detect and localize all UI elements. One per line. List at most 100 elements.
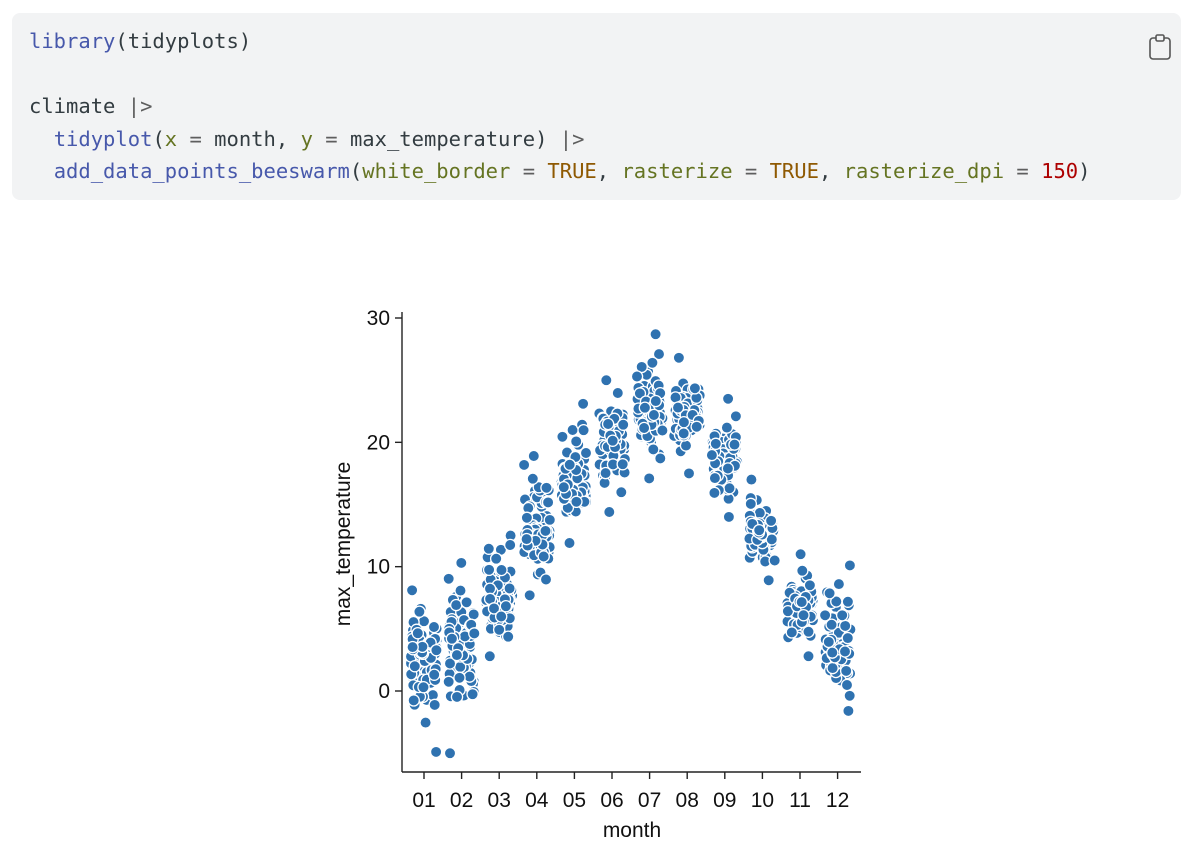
x-tick-label: 04 [525,789,549,812]
data-point [841,631,855,645]
data-point [672,351,686,365]
code-token: rasterize_dpi [843,159,1005,183]
data-point [443,746,457,760]
data-point [825,618,838,631]
code-token: (tidyplots) [115,29,252,53]
data-point [445,632,459,645]
code-token: = [510,159,548,183]
data-point [647,443,660,456]
data-point [563,536,576,550]
data-point [463,670,476,683]
data-point [483,649,497,663]
code-token: , [818,159,844,183]
data-point [842,704,855,718]
data-point [840,678,854,692]
y-axis-title: max_temperature [332,462,355,627]
data-point [835,609,849,622]
data-point [646,356,659,370]
code-token: |> [559,126,585,151]
data-point [468,627,481,640]
data-point [503,582,516,595]
data-point [517,458,531,472]
data-point [427,620,441,634]
data-point [569,435,583,448]
clipboard-icon [1149,34,1171,60]
data-point [501,630,515,643]
data-point [576,397,590,411]
data-point [579,446,593,460]
data-point [526,472,540,485]
data-point [492,623,506,637]
data-point [677,427,690,440]
x-tick-label: 12 [826,789,849,812]
x-axis-title: month [603,819,661,842]
data-point [823,587,836,600]
copy-button[interactable] [1140,27,1180,67]
data-point [453,671,466,685]
data-point [822,635,836,649]
data-point [455,556,468,570]
data-point [499,599,513,613]
code-token: = [732,159,770,183]
data-point [690,420,703,434]
data-point [752,523,766,537]
data-point [520,532,533,546]
data-point [600,373,613,387]
data-point [728,438,741,451]
data-point [637,421,651,435]
code-token: ( [349,159,363,183]
data-point [838,645,852,658]
data-point [523,589,536,602]
data-point [429,745,443,759]
data-point [417,680,430,694]
data-point [483,582,497,595]
data-point [577,423,590,437]
data-point [494,610,508,623]
code-block: library(tidyplots) climate |> tidyplot(x… [12,13,1181,200]
data-point [721,392,735,406]
data-point [503,538,517,552]
data-point [495,563,508,577]
data-point [430,643,443,657]
code-token: ( [152,126,165,151]
x-tick-label: 11 [789,789,811,812]
code-token: , [596,159,622,183]
data-point [765,533,779,546]
y-tick-label: 0 [378,680,390,703]
code-line: add_data_points_beeswarm(white_border = … [29,155,1091,188]
data-point [411,626,425,640]
data-point [460,596,473,609]
data-point [794,547,807,561]
code-token: y [300,126,313,151]
code-token: white_border [362,159,511,183]
data-point [419,716,432,729]
data-point [652,347,666,361]
data-point [843,689,856,703]
x-tick-label: 06 [600,789,623,812]
code-token: library [29,29,116,53]
code-token: = [177,126,215,151]
code-token: = [312,126,350,151]
data-point [708,471,722,485]
code-token: TRUE [547,159,597,183]
data-point [671,401,685,414]
data-point [705,448,719,462]
data-point [762,574,775,587]
code-line: tidyplot(x = month, y = max_temperature)… [29,123,1091,156]
code-token: TRUE [769,159,819,183]
data-point [482,563,496,577]
data-point [722,510,736,524]
x-tick-label: 07 [638,789,661,812]
data-point [709,437,723,451]
data-point [633,387,647,400]
code-token: month, [214,126,301,151]
data-point [527,449,541,463]
data-point [616,457,629,471]
y-tick-label: 20 [367,431,390,454]
data-point [797,608,810,622]
data-point [832,577,846,591]
code-token: rasterize [621,159,733,183]
x-tick-label: 02 [450,789,473,812]
data-point [649,327,662,341]
data-point [795,595,808,609]
